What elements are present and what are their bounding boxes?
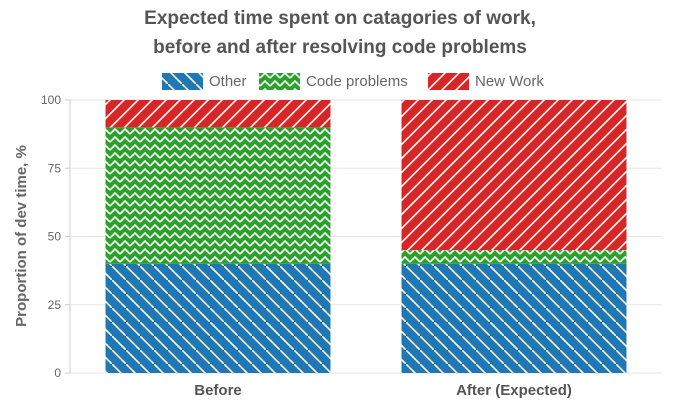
y-axis-label: Proportion of dev time, % [13,145,30,327]
chart-title-line-1: Expected time spent on catagories of wor… [144,8,536,29]
y-tick-label-100: 100 [41,93,61,107]
x-axis-labels: Before After (Expected) [194,382,572,399]
bar-before-code-problems[interactable] [105,127,331,264]
legend-swatch-other[interactable] [162,73,203,90]
y-tick-label-25: 25 [48,298,62,312]
y-tick-label-50: 50 [48,230,62,244]
bar-before-new-work[interactable] [105,100,331,128]
legend-label-new-work[interactable]: New Work [475,73,544,90]
bar-after-expected-code-problems[interactable] [401,250,627,264]
legend-label-code-problems[interactable]: Code problems [306,73,408,90]
x-tick-label-before: Before [194,382,242,399]
legend-swatch-new-work[interactable] [428,73,469,90]
y-tick-label-75: 75 [48,161,62,175]
y-axis-ticks: 0 25 50 75 100 [41,93,70,380]
bar-after-expected-new-work[interactable] [401,100,627,251]
legend-label-other[interactable]: Other [209,73,247,90]
bars [105,100,627,373]
bar-before-other[interactable] [105,263,331,373]
x-tick-label-after-expected: After (Expected) [456,382,572,399]
legend-swatch-code-problems[interactable] [259,73,300,90]
bar-after-expected-other[interactable] [401,263,627,373]
legend: Other Code problems New Work [162,73,544,90]
y-tick-label-0: 0 [54,366,61,380]
chart-title-line-2: before and after resolving code problems [153,37,527,58]
